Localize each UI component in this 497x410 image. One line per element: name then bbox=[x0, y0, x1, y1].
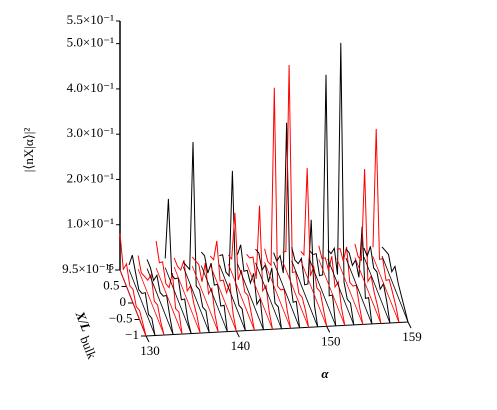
curve bbox=[282, 64, 310, 328]
floor-line bbox=[209, 265, 237, 332]
floor-line bbox=[309, 259, 337, 327]
curve bbox=[300, 168, 328, 327]
curve bbox=[191, 256, 219, 333]
floor-line bbox=[237, 263, 264, 330]
curve bbox=[291, 219, 319, 327]
x-tick bbox=[145, 335, 150, 343]
floor-line bbox=[345, 257, 373, 325]
curve bbox=[327, 42, 355, 325]
x-tick bbox=[235, 330, 240, 338]
z-tick-label: 9.5×10⁻¹⁵ bbox=[62, 261, 114, 276]
curve bbox=[236, 244, 264, 330]
floor-line bbox=[200, 265, 228, 332]
curve bbox=[119, 233, 147, 337]
curve bbox=[146, 259, 174, 335]
floor-line bbox=[182, 266, 210, 333]
curve bbox=[255, 248, 282, 329]
floor-line bbox=[300, 260, 328, 327]
floor-line bbox=[381, 255, 409, 323]
z-tick-label: 4.0×10⁻¹ bbox=[67, 80, 114, 95]
curve bbox=[173, 257, 201, 334]
z-tick-label: 5.0×10⁻¹ bbox=[67, 35, 114, 50]
curve bbox=[318, 245, 346, 326]
floor-line bbox=[228, 264, 255, 331]
depth-tick-label: 1 bbox=[107, 261, 114, 276]
depth-tick-label: 0.5 bbox=[103, 277, 119, 292]
x-tick bbox=[407, 321, 412, 329]
curve bbox=[137, 255, 165, 336]
z-tick-label: 1.0×10⁻¹ bbox=[67, 216, 114, 231]
floor-line bbox=[119, 269, 147, 337]
depth-tick-label: −1 bbox=[125, 327, 139, 342]
floor-line bbox=[137, 268, 165, 336]
z-axis-title: |⟨nX|α⟩|² bbox=[21, 128, 36, 173]
floor-line bbox=[246, 263, 273, 330]
z-tick-label: 2.0×10⁻¹ bbox=[67, 170, 114, 185]
floor-line bbox=[273, 261, 300, 328]
floor-line bbox=[219, 264, 246, 331]
curve bbox=[363, 246, 391, 324]
floor-line bbox=[291, 260, 319, 327]
floor-line bbox=[372, 256, 400, 323]
x-tick-label: 159 bbox=[402, 329, 422, 344]
x-tick bbox=[326, 326, 331, 333]
floor-line bbox=[264, 262, 291, 329]
floor-line bbox=[191, 265, 219, 333]
curve bbox=[354, 168, 382, 324]
curve bbox=[182, 141, 210, 333]
depth-axis-title-sub: bulk bbox=[77, 334, 100, 362]
floor-line bbox=[146, 268, 174, 335]
z-tick-label: 3.0×10⁻¹ bbox=[67, 125, 114, 140]
floor-line bbox=[354, 257, 382, 324]
floor-edge bbox=[145, 321, 409, 337]
x-tick-label: 130 bbox=[140, 343, 160, 358]
floor-line bbox=[164, 267, 192, 334]
curve bbox=[345, 226, 373, 324]
curve bbox=[155, 240, 183, 335]
curve bbox=[219, 170, 246, 331]
floor-line bbox=[128, 269, 156, 336]
curve bbox=[246, 205, 273, 330]
floor-line bbox=[255, 262, 282, 329]
z-tick-label: 5.5×10⁻¹ bbox=[67, 12, 114, 27]
floor-line bbox=[155, 267, 183, 335]
floor-line bbox=[327, 258, 355, 326]
x-tick-label: 150 bbox=[321, 333, 341, 348]
depth-tick-label: 0 bbox=[120, 294, 127, 309]
floor-line bbox=[173, 266, 201, 334]
curve bbox=[264, 87, 292, 329]
curve bbox=[309, 74, 337, 326]
x-tick-label: 140 bbox=[231, 338, 251, 353]
curve bbox=[228, 212, 255, 331]
curve bbox=[381, 246, 409, 323]
depth-axis-title: X/L bbox=[72, 308, 94, 333]
curve bbox=[336, 246, 364, 325]
floor-line bbox=[282, 261, 309, 328]
curve bbox=[372, 128, 400, 323]
curve bbox=[209, 240, 237, 332]
x-axis-title: α bbox=[321, 366, 329, 381]
curve bbox=[128, 254, 156, 336]
curve bbox=[273, 122, 301, 328]
depth-tick-label: −0.5 bbox=[109, 310, 133, 325]
floor-line bbox=[336, 258, 364, 325]
floor-line bbox=[318, 259, 346, 326]
floor-line bbox=[363, 256, 391, 324]
depth-axis-title-group: X/L bulk bbox=[72, 308, 100, 362]
curve bbox=[200, 251, 228, 332]
